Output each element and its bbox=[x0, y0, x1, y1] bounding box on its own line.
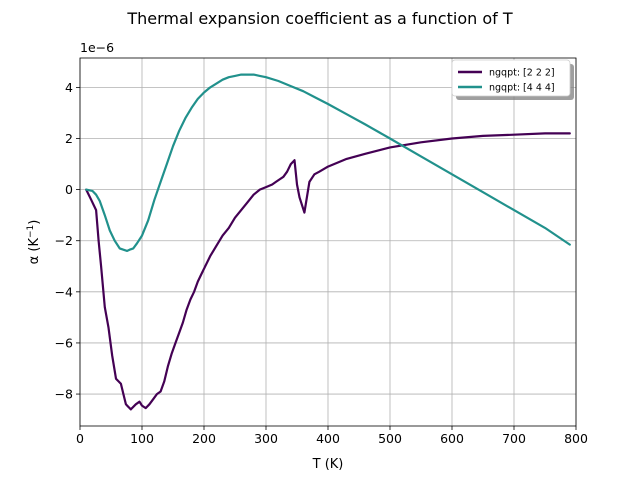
x-tick-label: 700 bbox=[502, 431, 526, 446]
y-axis-label-main: α (K bbox=[27, 238, 42, 265]
y-tick-label: 4 bbox=[65, 80, 73, 95]
x-tick-label: 600 bbox=[440, 431, 464, 446]
y-tick-label: −8 bbox=[55, 387, 73, 402]
x-tick-label: 400 bbox=[316, 431, 340, 446]
legend-label-2-2-2: ngqpt: [2 2 2] bbox=[489, 68, 555, 79]
x-tick-label: 500 bbox=[378, 431, 402, 446]
y-tick-label: 2 bbox=[65, 131, 73, 146]
legend: ngqpt: [2 2 2] ngqpt: [4 4 4] bbox=[451, 59, 574, 100]
y-tick-label: −4 bbox=[55, 284, 73, 299]
y-tick-label: −2 bbox=[55, 233, 73, 248]
x-tick-label: 100 bbox=[130, 431, 154, 446]
series-line-ngqpt-2-2-2 bbox=[85, 132, 571, 411]
y-tick-label: 0 bbox=[65, 182, 73, 197]
chart-title: Thermal expansion coefficient as a funct… bbox=[126, 9, 512, 28]
x-tick-label: 0 bbox=[76, 431, 84, 446]
y-axis-label: α (K−1) bbox=[26, 220, 42, 265]
x-tick-label: 200 bbox=[192, 431, 216, 446]
y-offset-text: 1e−6 bbox=[80, 40, 114, 55]
series-line-ngqpt-4-4-4 bbox=[85, 73, 571, 252]
x-axis-label: T (K) bbox=[312, 457, 344, 472]
y-tick-label: −6 bbox=[55, 335, 73, 350]
series-layer bbox=[85, 73, 571, 411]
x-tick-label: 300 bbox=[254, 431, 278, 446]
y-axis-label-superscript: −1 bbox=[26, 225, 36, 238]
y-axis-ticks: −8 −6 −4 −2 0 2 4 bbox=[55, 80, 80, 402]
x-axis-ticks: 0 100 200 300 400 500 600 700 800 bbox=[76, 426, 588, 446]
legend-label-4-4-4: ngqpt: [4 4 4] bbox=[489, 83, 555, 94]
y-axis-label-close: ) bbox=[27, 220, 42, 225]
x-tick-label: 800 bbox=[564, 431, 588, 446]
